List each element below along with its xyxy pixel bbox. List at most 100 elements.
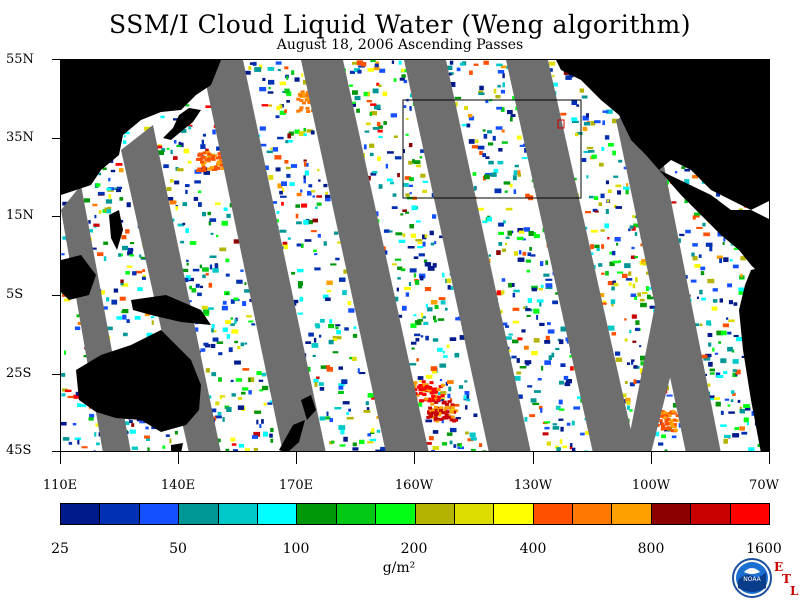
cloud-cell xyxy=(712,288,718,292)
cloud-cell xyxy=(329,319,333,324)
cloud-cell xyxy=(447,400,452,404)
cloud-cell xyxy=(540,261,544,267)
cloud-cell xyxy=(297,281,303,286)
cloud-cell xyxy=(560,112,567,116)
cloud-cell xyxy=(96,442,100,446)
cloud-cell xyxy=(539,322,545,326)
cloud-cell xyxy=(452,419,457,423)
cloud-cell xyxy=(581,158,587,162)
cloud-cell xyxy=(297,312,304,315)
cloud-cell xyxy=(663,427,668,431)
cloud-cell xyxy=(376,122,381,127)
cloud-cell xyxy=(377,129,383,133)
cloud-cell xyxy=(263,402,267,406)
cloud-cell xyxy=(88,220,91,224)
cloud-cell xyxy=(545,278,553,281)
cloud-cell xyxy=(505,236,510,239)
cloud-cell xyxy=(225,320,232,324)
cloud-cell xyxy=(222,327,228,332)
cloud-cell xyxy=(146,436,150,441)
cloud-cell xyxy=(403,286,411,290)
cloud-cell xyxy=(398,60,402,65)
cloud-cell xyxy=(626,183,629,188)
noaa-logo: NOAA xyxy=(732,558,772,598)
cloud-cell xyxy=(733,247,740,250)
cloud-cell xyxy=(731,349,735,353)
cloud-cell xyxy=(284,66,289,70)
cloud-cell xyxy=(513,289,520,293)
cloud-cell xyxy=(478,92,485,96)
cloud-cell xyxy=(722,323,729,328)
cloud-cell xyxy=(513,189,517,194)
cloud-cell xyxy=(440,391,447,396)
cloud-cell xyxy=(611,250,616,256)
cloud-cell xyxy=(411,347,415,350)
cloud-cell xyxy=(482,220,488,224)
cloud-cell xyxy=(511,355,517,359)
cloud-cell xyxy=(449,337,457,341)
cloud-cell xyxy=(571,447,576,451)
cloud-cell xyxy=(326,280,333,285)
cloud-cell xyxy=(453,444,457,448)
cloud-cell xyxy=(268,86,271,90)
cloud-cell xyxy=(127,251,133,256)
cloud-cell xyxy=(304,170,309,176)
cloud-cell xyxy=(624,338,628,342)
cloud-cell xyxy=(586,113,589,118)
cloud-cell xyxy=(598,202,603,206)
cloud-cell xyxy=(722,242,725,245)
cloud-cell xyxy=(613,175,619,178)
cloud-cell xyxy=(248,390,252,395)
cloud-cell xyxy=(634,295,638,300)
cloud-cell xyxy=(163,164,169,169)
cloud-cell xyxy=(261,372,267,377)
cloud-cell xyxy=(319,416,326,421)
colorbar-label-25: 25 xyxy=(51,541,69,557)
cloud-cell xyxy=(588,195,594,199)
cloud-cell xyxy=(211,372,217,377)
cloud-cell xyxy=(601,147,605,151)
cloud-cell xyxy=(129,429,136,434)
cloud-cell xyxy=(441,442,448,446)
cloud-cell xyxy=(432,446,440,450)
cloud-cell xyxy=(723,438,728,444)
cloud-cell xyxy=(248,378,251,383)
lat-tick xyxy=(52,138,60,139)
cloud-cell xyxy=(209,264,213,270)
cloud-cell xyxy=(376,82,380,86)
cloud-cell xyxy=(303,127,306,132)
cloud-cell xyxy=(182,202,188,207)
cloud-cell xyxy=(374,63,379,68)
cloud-cell xyxy=(267,91,274,94)
cloud-cell xyxy=(137,287,143,292)
cloud-cell xyxy=(741,431,748,435)
cloud-cell xyxy=(743,404,750,408)
cloud-cell xyxy=(452,410,457,414)
cloud-cell xyxy=(115,163,123,166)
cloud-cell xyxy=(628,271,632,276)
cloud-cell xyxy=(208,220,212,226)
cloud-cell xyxy=(428,386,432,389)
cloud-cell xyxy=(730,390,735,394)
cloud-cell xyxy=(616,242,619,246)
cloud-cell xyxy=(629,225,634,229)
cloud-cell xyxy=(449,418,454,422)
cloud-cell xyxy=(409,177,414,182)
colorbar-swatch xyxy=(691,504,731,524)
cloud-cell xyxy=(200,144,206,149)
colorbar-swatch xyxy=(376,504,416,524)
cloud-cell xyxy=(630,361,634,365)
cloud-cell xyxy=(237,405,245,410)
mexico-coast xyxy=(659,170,769,275)
cloud-cell xyxy=(270,147,273,150)
cloud-cell xyxy=(94,214,97,219)
cloud-cell xyxy=(745,407,751,411)
cloud-cell xyxy=(584,450,589,451)
cloud-cell xyxy=(661,434,666,439)
cloud-cell xyxy=(497,160,504,165)
cloud-cell xyxy=(142,269,145,273)
cloud-cell xyxy=(258,379,264,382)
cloud-cell xyxy=(147,447,150,451)
cloud-cell xyxy=(391,60,395,64)
cloud-cell xyxy=(434,400,439,404)
